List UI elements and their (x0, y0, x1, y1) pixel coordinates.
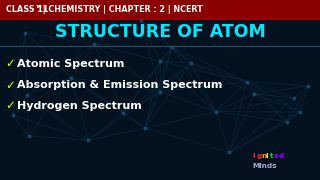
Text: i: i (266, 153, 268, 159)
Text: n: n (261, 153, 267, 159)
Text: d: d (278, 153, 284, 159)
Text: STRUCTURE OF ATOM: STRUCTURE OF ATOM (55, 23, 265, 41)
Text: ✓: ✓ (5, 100, 15, 112)
Text: t: t (270, 153, 273, 159)
Text: e: e (274, 153, 279, 159)
Text: Minds: Minds (252, 163, 276, 169)
Text: Absorption & Emission Spectrum: Absorption & Emission Spectrum (17, 80, 222, 90)
FancyBboxPatch shape (0, 0, 320, 19)
Text: Atomic Spectrum: Atomic Spectrum (17, 59, 124, 69)
Text: CLASS 11: CLASS 11 (6, 5, 48, 14)
Text: ✓: ✓ (5, 78, 15, 91)
Text: TH: TH (36, 5, 43, 9)
Text: g: g (257, 153, 262, 159)
Text: ✓: ✓ (5, 57, 15, 71)
Text: Hydrogen Spectrum: Hydrogen Spectrum (17, 101, 142, 111)
Text: I: I (252, 153, 255, 159)
Text: | CHEMISTRY | CHAPTER : 2 | NCERT: | CHEMISTRY | CHAPTER : 2 | NCERT (40, 5, 203, 14)
